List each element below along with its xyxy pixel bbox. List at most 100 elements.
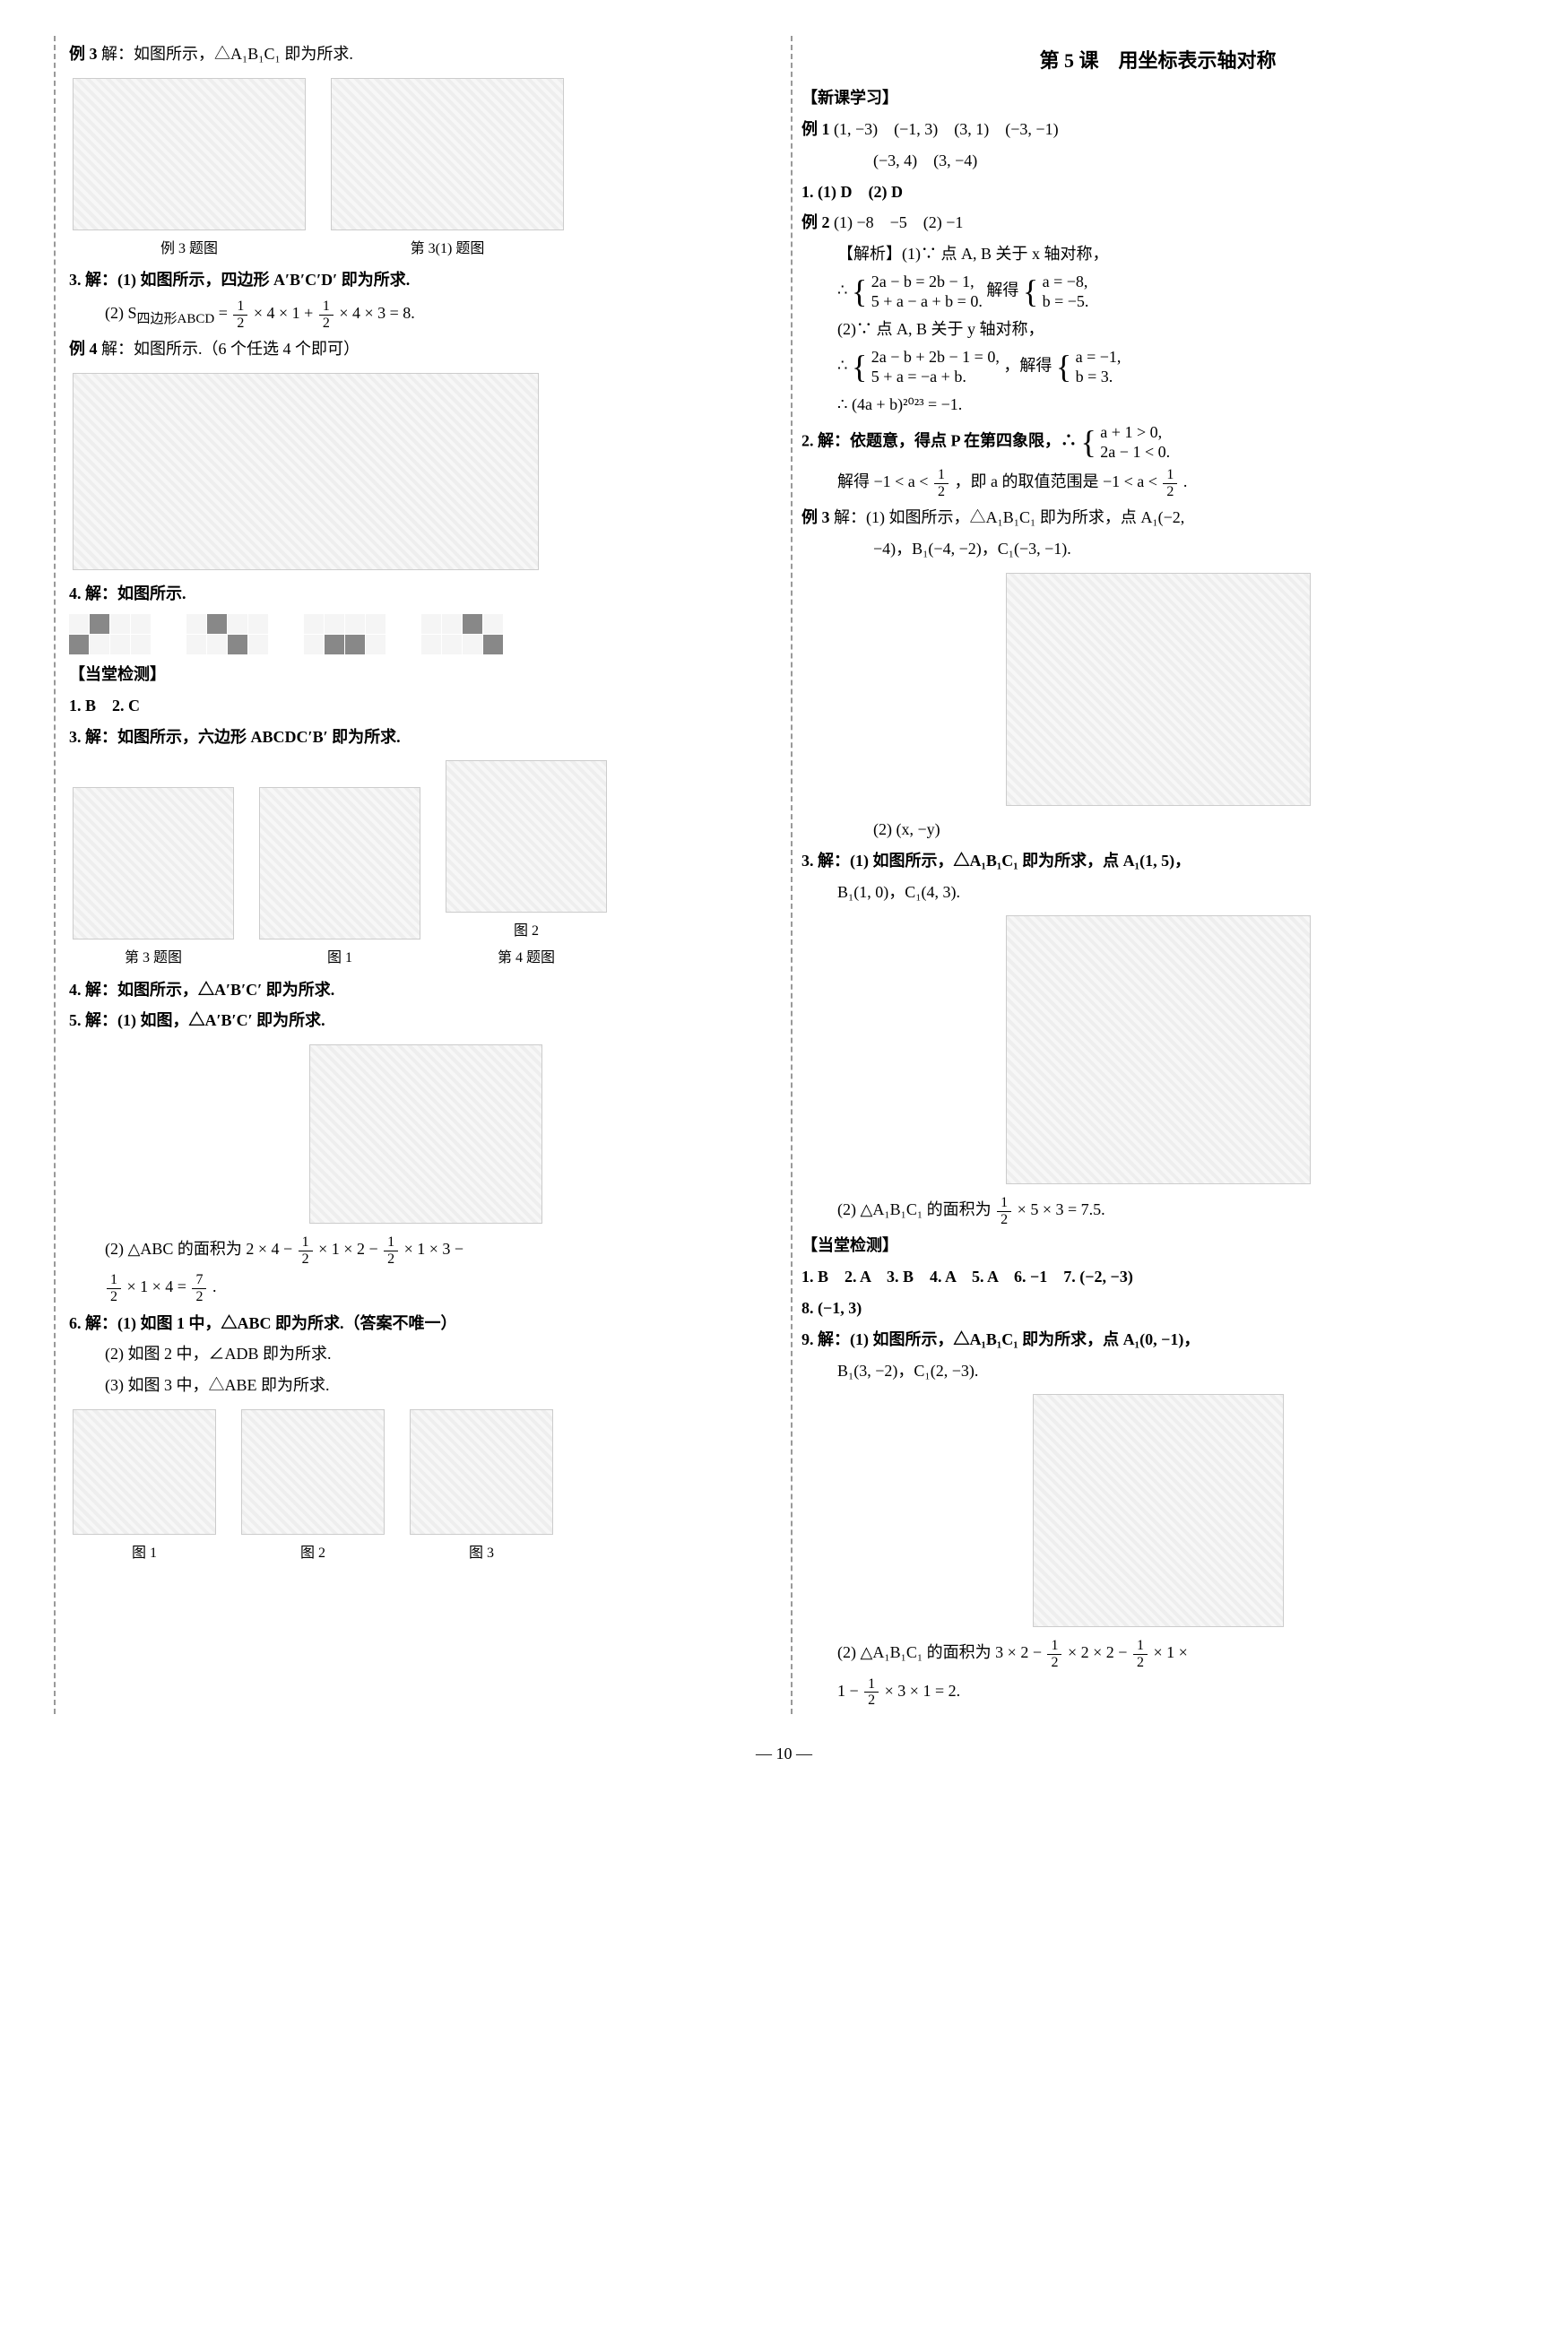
- square-cell: [345, 635, 365, 654]
- ex3-label: 例 3: [801, 508, 830, 526]
- sys-row: 2a − b = 2b − 1,: [871, 273, 983, 292]
- dt2-q9c: 1 − 12 × 3 × 1 = 2.: [801, 1676, 1514, 1709]
- r-q3-l1: 3. 解：(1) 如图所示，△A₁B₁C₁ 即为所求，点 A₁(1, 5)，: [801, 848, 1514, 874]
- q3-p2: (2) S四边形ABCD = 12 × 4 × 1 + 12 × 4 × 3 =…: [69, 299, 782, 331]
- r-ex3-2: (2) (x, −y): [801, 817, 1514, 843]
- text: =: [214, 304, 231, 322]
- sys-row: 5 + a = −a + b.: [871, 368, 1000, 387]
- fraction: 12: [934, 467, 949, 499]
- square-pattern-4: [421, 614, 503, 654]
- sys-row: b = −5.: [1043, 292, 1089, 312]
- sys2: ∴ { 2a − b + 2b − 1 = 0, 5 + a = −a + b.…: [801, 348, 1514, 386]
- square-cell: [345, 614, 365, 634]
- fraction: 12: [864, 1676, 879, 1709]
- dt-q6-1: 6. 解：(1) 如图 1 中，△ABC 即为所求.（答案不唯一）: [69, 1311, 782, 1337]
- fig-dt3-cap4: 第 4 题图: [442, 947, 611, 970]
- fig-dt6-2: 图 2: [238, 1406, 388, 1565]
- dt2-q9-1: 9. 解：(1) 如图所示，△A₁B₁C₁ 即为所求，点 A₁(0, −1)，: [801, 1327, 1514, 1353]
- fraction: 12: [299, 1234, 313, 1267]
- left-column: 例 3 解：如图所示，△A₁B₁C₁ 即为所求. 例 3 题图 第 3(1) 题…: [54, 36, 782, 1714]
- sys-row: 2a − 1 < 0.: [1100, 443, 1170, 463]
- denominator: 2: [319, 316, 334, 332]
- figure-placeholder: [1006, 915, 1311, 1184]
- figure-placeholder: [73, 787, 234, 940]
- square-cell: [483, 614, 503, 634]
- text: × 1 × 4 =: [127, 1278, 191, 1296]
- text: × 5 × 3 = 7.5.: [1018, 1201, 1105, 1219]
- fig-dt3-2: 图 1: [256, 784, 424, 970]
- system: 2a − b + 2b − 1 = 0, 5 + a = −a + b.: [871, 348, 1000, 386]
- text: (2) S: [105, 304, 137, 322]
- denominator: 2: [1047, 1655, 1061, 1671]
- ex4-label: 例 4: [69, 340, 98, 358]
- numerator: 1: [1163, 467, 1177, 484]
- text: × 1 × 2 −: [318, 1240, 382, 1258]
- fig-dt6-cap3: 图 3: [406, 1542, 557, 1565]
- square-cell: [110, 635, 130, 654]
- fraction: 12: [997, 1195, 1011, 1227]
- dt-q6-3: (3) 如图 3 中，△ABE 即为所求.: [69, 1372, 782, 1398]
- denominator: 2: [997, 1212, 1011, 1228]
- square-cell: [131, 614, 151, 634]
- fig-ex3-row: 例 3 题图 第 3(1) 题图: [69, 74, 782, 261]
- brace-icon: {: [852, 277, 867, 306]
- dt2-q9-2: B₁(3, −2)，C₁(2, −3).: [801, 1358, 1514, 1384]
- sys-row: 5 + a − a + b = 0.: [871, 292, 983, 312]
- fig-ex3-cap1: 例 3 题图: [69, 238, 309, 261]
- jiexi2: (2)∵ 点 A, B 关于 y 轴对称，: [801, 316, 1514, 342]
- fig-dt3-cap2: 图 1: [256, 947, 424, 970]
- fraction: 12: [107, 1272, 121, 1304]
- q4-text: 4. 解：如图所示.: [69, 581, 782, 607]
- numerator: 1: [1047, 1638, 1061, 1655]
- squares-row: [69, 614, 782, 654]
- q3-p1: 3. 解：(1) 如图所示，四边形 A′B′C′D′ 即为所求.: [69, 267, 782, 293]
- text: (2) △A₁B₁C₁ 的面积为 3 × 2 −: [837, 1644, 1045, 1662]
- sys1: ∴ { 2a − b = 2b − 1, 5 + a − a + b = 0. …: [801, 273, 1514, 311]
- ex3-line: 例 3 解：如图所示，△A₁B₁C₁ 即为所求.: [69, 41, 782, 67]
- dt-q5: 5. 解：(1) 如图，△A′B′C′ 即为所求.: [69, 1008, 782, 1034]
- square-cell: [228, 635, 247, 654]
- denominator: 2: [934, 484, 949, 500]
- jiexi1: 【解析】(1)∵ 点 A, B 关于 x 轴对称，: [801, 241, 1514, 267]
- figure-placeholder: [73, 78, 306, 230]
- text: × 1 ×: [1153, 1644, 1187, 1662]
- fig-ex3-cap2: 第 3(1) 题图: [327, 238, 567, 261]
- r-q2: 2. 解：依题意，得点 P 在第四象限，∴ { a + 1 > 0, 2a − …: [801, 423, 1514, 462]
- sys-row: a = −1,: [1076, 348, 1122, 368]
- fig-dt3-row: 第 3 题图 图 1 图 2 第 4 题图: [69, 757, 782, 969]
- denominator: 2: [1163, 484, 1177, 500]
- system: a = −1, b = 3.: [1076, 348, 1122, 386]
- figure-placeholder: [446, 760, 607, 913]
- numerator: 1: [319, 299, 334, 316]
- figure-placeholder: [73, 1409, 216, 1535]
- fig-dt3-cap1: 第 3 题图: [69, 947, 238, 970]
- square-cell: [325, 635, 344, 654]
- fig-dt6-3: 图 3: [406, 1406, 557, 1565]
- fig-dt6-cap2: 图 2: [238, 1542, 388, 1565]
- fig-r-q9: [801, 1390, 1514, 1631]
- brace-icon: {: [1081, 428, 1096, 456]
- fig-ex3-1: 例 3 题图: [69, 74, 309, 261]
- fig-dt3-1: 第 3 题图: [69, 784, 238, 970]
- square-cell: [325, 614, 344, 634]
- jiexi3: ∴ (4a + b)²⁰²³ = −1.: [801, 392, 1514, 418]
- page-footer: — 10 —: [54, 1741, 1514, 1767]
- ex4-text: 解：如图所示.（6 个任选 4 个即可）: [101, 340, 360, 358]
- fraction: 72: [192, 1272, 206, 1304]
- square-cell: [366, 614, 386, 634]
- square-cell: [186, 635, 206, 654]
- text: ∴: [837, 281, 852, 299]
- square-pattern-2: [186, 614, 268, 654]
- text: 解：(1) 如图所示，△A₁B₁C₁ 即为所求，点 A₁(−2,: [834, 508, 1184, 526]
- fraction: 12: [233, 299, 247, 331]
- denominator: 2: [192, 1289, 206, 1305]
- dt-q3: 3. 解：如图所示，六边形 ABCDC′B′ 即为所求.: [69, 724, 782, 750]
- text: ，即 a 的取值范围是 −1 < a <: [954, 472, 1161, 490]
- square-pattern-1: [69, 614, 151, 654]
- denominator: 2: [384, 1251, 398, 1268]
- square-cell: [483, 635, 503, 654]
- text: 2. 解：依题意，得点 P 在第四象限，∴: [801, 432, 1081, 450]
- dt-q5-2b: 12 × 1 × 4 = 72 .: [69, 1272, 782, 1304]
- denominator: 2: [864, 1693, 879, 1709]
- square-cell: [442, 614, 462, 634]
